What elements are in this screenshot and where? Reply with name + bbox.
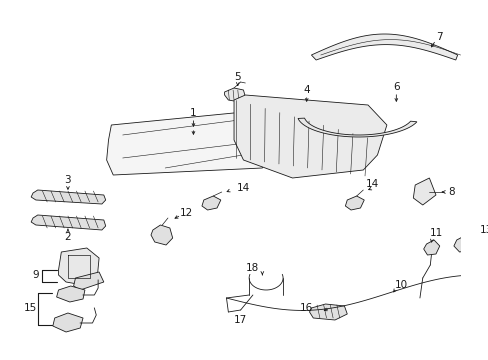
Text: 1: 1: [190, 108, 196, 118]
Text: 11: 11: [428, 228, 442, 238]
Text: 5: 5: [234, 72, 241, 82]
Polygon shape: [412, 178, 435, 205]
Text: 7: 7: [436, 32, 442, 42]
Text: 10: 10: [394, 280, 407, 290]
Polygon shape: [311, 34, 457, 60]
Polygon shape: [57, 286, 85, 302]
Polygon shape: [31, 215, 105, 230]
Polygon shape: [53, 313, 83, 332]
Text: 4: 4: [303, 85, 309, 95]
Polygon shape: [202, 196, 221, 210]
Text: 9: 9: [33, 270, 39, 280]
Polygon shape: [345, 196, 364, 210]
Polygon shape: [234, 95, 386, 178]
Polygon shape: [59, 248, 99, 285]
Polygon shape: [224, 88, 245, 102]
Text: 6: 6: [392, 82, 399, 92]
Polygon shape: [74, 272, 103, 290]
Polygon shape: [309, 304, 346, 320]
Text: 14: 14: [236, 183, 249, 193]
Text: 12: 12: [180, 208, 193, 218]
Text: 13: 13: [479, 225, 488, 235]
Polygon shape: [151, 225, 172, 245]
Text: 16: 16: [300, 303, 313, 313]
Polygon shape: [453, 235, 474, 252]
Text: 8: 8: [447, 187, 453, 197]
Text: 3: 3: [64, 175, 71, 185]
Text: 2: 2: [64, 232, 71, 242]
Text: 14: 14: [366, 179, 379, 189]
Text: 18: 18: [246, 263, 259, 273]
Polygon shape: [297, 118, 416, 137]
Polygon shape: [423, 240, 439, 255]
Polygon shape: [106, 110, 268, 175]
Polygon shape: [31, 190, 105, 204]
Text: 15: 15: [23, 303, 37, 313]
Text: 17: 17: [234, 315, 247, 325]
